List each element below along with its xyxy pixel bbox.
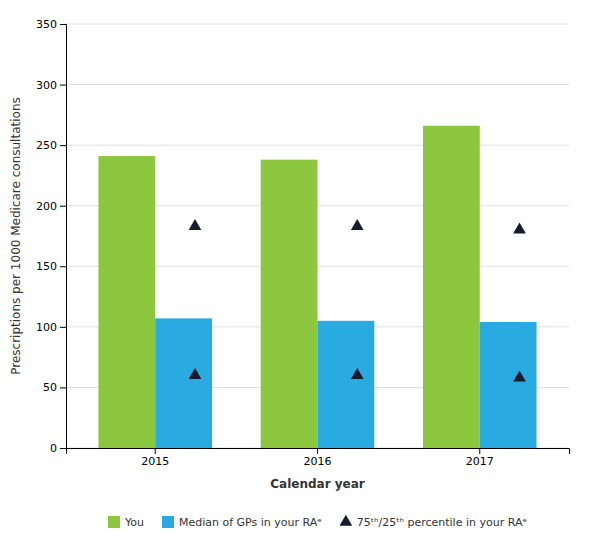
x-tick-label: 2015 <box>141 455 169 468</box>
x-axis-title: Calendar year <box>270 477 365 491</box>
y-tick: 50 <box>43 381 66 394</box>
y-tick-mark <box>60 266 66 267</box>
y-axis: 0 50 100 150 200 250 300 350 <box>36 18 67 455</box>
marker <box>513 370 526 381</box>
bar-series <box>98 126 479 448</box>
marker <box>189 219 202 230</box>
plot: 0 50 100 150 200 250 300 350 2015 2016 2017 Calenda… <box>9 18 570 529</box>
legend-swatch <box>108 516 120 528</box>
legend: You Median of GPs in your RAᵉ 75ᵗʰ/25ᵗʰ pe… <box>108 515 527 529</box>
x-axis: 2015 2016 2017 <box>67 448 570 468</box>
marks <box>98 126 536 448</box>
y-tick-mark <box>60 85 66 86</box>
y-tick: 150 <box>36 260 66 273</box>
bar-series <box>155 318 536 448</box>
legend-swatch <box>339 515 352 526</box>
bar <box>423 126 480 448</box>
grid <box>66 24 569 448</box>
x-tick: 2016 <box>304 448 332 468</box>
legend-label: Median of GPs in your RAᵉ <box>179 516 322 529</box>
legend-label: 75ᵗʰ/25ᵗʰ percentile in your RAᵉ <box>357 516 527 529</box>
y-tick-label: 300 <box>36 79 57 92</box>
y-tick-label: 150 <box>36 260 57 273</box>
y-tick: 300 <box>36 79 66 92</box>
bar <box>318 321 375 448</box>
y-tick: 100 <box>36 321 66 334</box>
y-tick-label: 200 <box>36 200 57 213</box>
grid-line <box>66 84 569 85</box>
legend-swatch <box>162 516 174 528</box>
y-tick-label: 0 <box>50 442 57 455</box>
x-axis-line <box>67 449 570 455</box>
point-series <box>189 219 526 381</box>
bar <box>261 160 318 448</box>
marker <box>351 368 364 379</box>
x-tick: 2017 <box>466 448 494 468</box>
marker <box>189 368 202 379</box>
x-tick-mark <box>317 448 318 454</box>
bar <box>480 322 537 448</box>
x-tick-label: 2016 <box>304 455 332 468</box>
y-tick-mark <box>60 206 66 207</box>
y-tick-label: 50 <box>43 381 57 394</box>
y-tick-label: 250 <box>36 139 57 152</box>
legend-item: 75ᵗʰ/25ᵗʰ percentile in your RAᵉ <box>339 515 527 529</box>
legend-item: Median of GPs in your RAᵉ <box>162 516 322 529</box>
bar <box>98 156 155 448</box>
y-tick: 200 <box>36 200 66 213</box>
x-tick-mark <box>155 448 156 454</box>
legend-label: You <box>124 516 144 529</box>
y-tick-label: 100 <box>36 321 57 334</box>
y-tick-label: 350 <box>36 18 57 31</box>
y-tick-mark <box>60 327 66 328</box>
y-tick: 0 <box>50 442 66 455</box>
y-axis-title: Prescriptions per 1000 Medicare consulta… <box>9 97 23 375</box>
x-tick: 2015 <box>141 448 169 468</box>
marker <box>513 223 526 234</box>
grid-line <box>66 24 569 25</box>
legend-item: You <box>108 516 144 529</box>
x-tick-mark <box>479 448 480 454</box>
y-tick: 250 <box>36 139 66 152</box>
y-tick-mark <box>60 145 66 146</box>
marker <box>351 219 364 230</box>
bar <box>155 318 212 448</box>
x-tick-label: 2017 <box>466 455 494 468</box>
y-axis-line <box>60 25 67 449</box>
chart: 0 50 100 150 200 250 300 350 2015 2016 2017 Calenda… <box>0 0 589 556</box>
y-tick-mark <box>60 448 66 449</box>
y-tick-mark <box>60 24 66 25</box>
y-tick-mark <box>60 387 66 388</box>
y-tick: 350 <box>36 18 66 31</box>
grid-line <box>66 145 569 146</box>
